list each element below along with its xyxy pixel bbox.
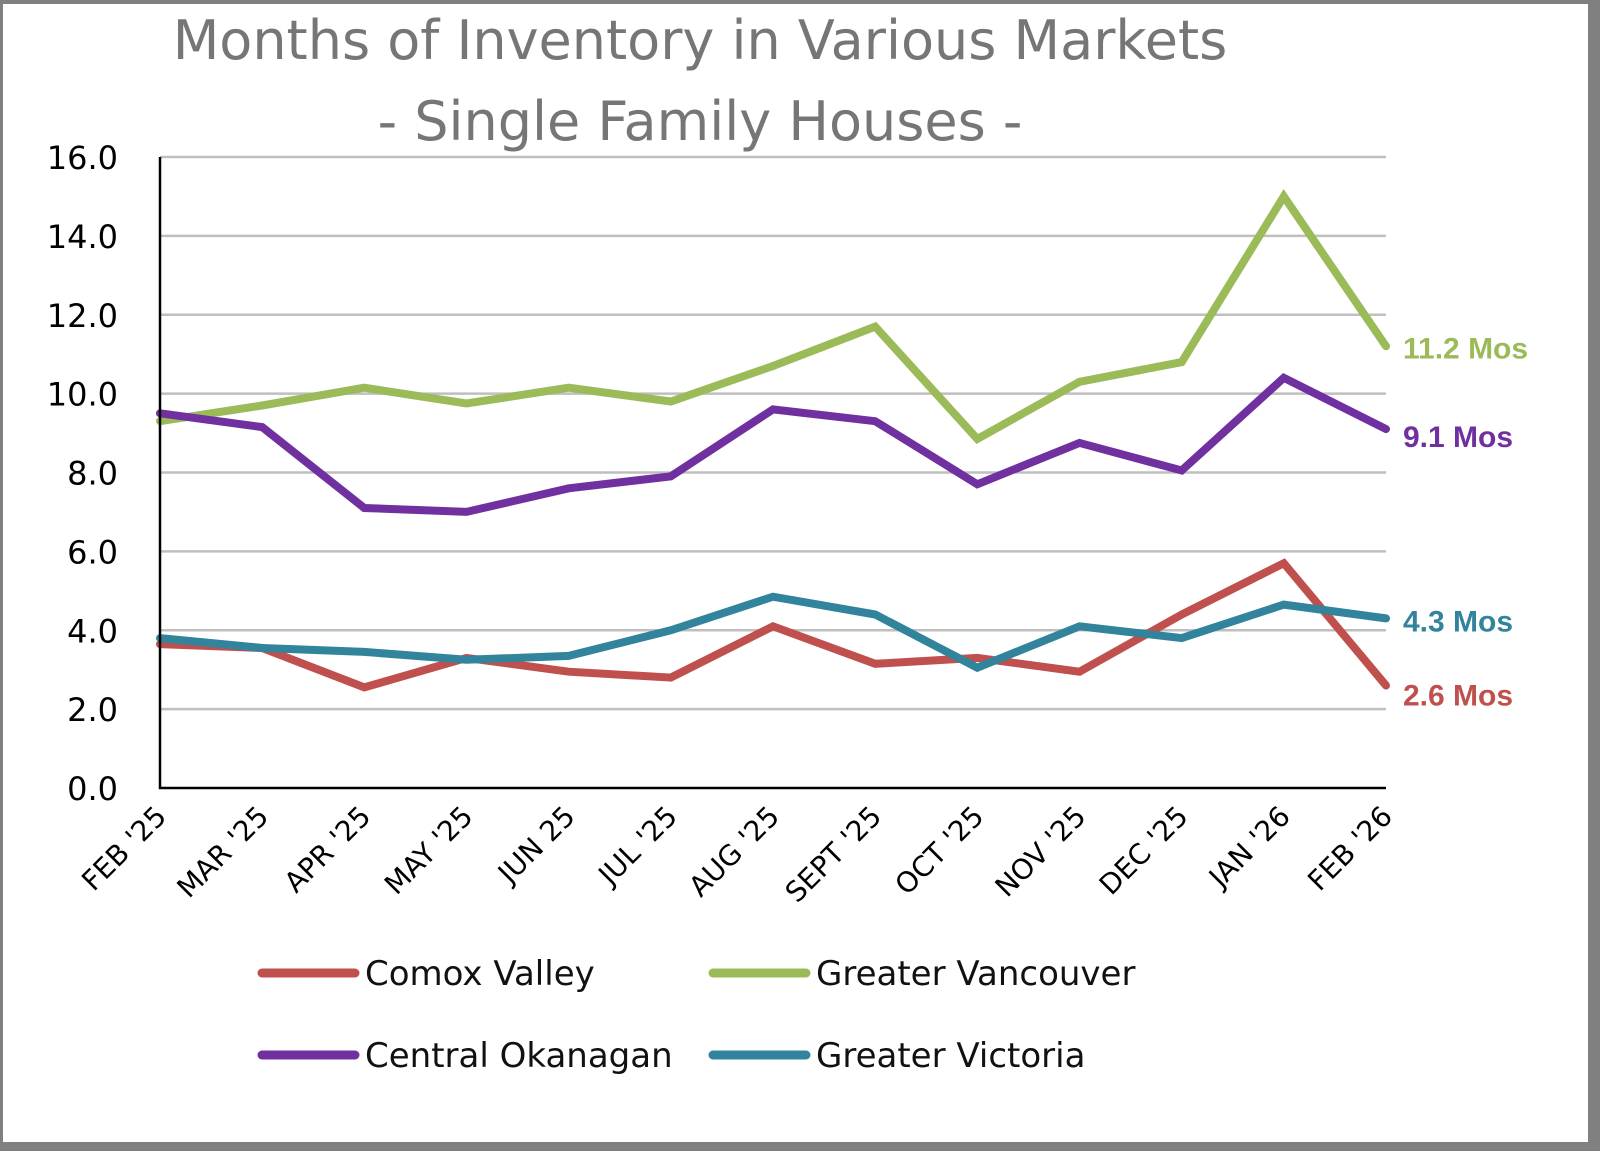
y-tick-label: 12.0	[47, 297, 118, 335]
x-tick-label: NOV '25	[989, 800, 1093, 904]
x-tick-label: MAR '25	[170, 800, 275, 905]
x-tick-label: AUG '25	[682, 800, 786, 904]
legend-item-central-okanagan: Central Okanagan	[262, 1036, 673, 1076]
y-tick-label: 14.0	[47, 218, 118, 256]
y-tick-label: 8.0	[67, 455, 118, 493]
x-tick-label: MAY '25	[378, 800, 479, 901]
end-labels: 2.6 Mos 11.2 Mos 9.1 Mos 4.3 Mos	[1403, 332, 1528, 712]
x-tick-label: FEB '26	[1301, 800, 1399, 898]
end-value-label: 4.3 Mos	[1403, 605, 1513, 638]
x-tick-label: JUN 25	[490, 800, 581, 891]
legend-label: Comox Valley	[365, 954, 595, 994]
x-tick-label: FEB '25	[75, 800, 173, 898]
legend-item-comox-valley: Comox Valley	[262, 954, 595, 994]
legend-label: Central Okanagan	[365, 1036, 673, 1076]
x-tick-label: JUL '25	[591, 800, 684, 893]
y-tick-label: 10.0	[47, 376, 118, 414]
x-tick-label: DEC '25	[1093, 800, 1195, 902]
end-value-label: 2.6 Mos	[1403, 679, 1513, 712]
legend: Comox Valley Greater Vancouver Central Oka…	[262, 954, 1135, 1076]
y-tick-label: 0.0	[67, 770, 118, 808]
y-tick-label: 16.0	[47, 139, 118, 177]
y-axis-ticks: 0.0 2.0 4.0 6.0 8.0 10.0 12.0 14.0 16.0	[47, 139, 118, 808]
y-tick-label: 6.0	[67, 533, 118, 571]
y-tick-label: 2.0	[67, 691, 118, 729]
x-tick-label: SEPT '25	[779, 800, 888, 909]
chart-title: Months of Inventory in Various Markets	[173, 9, 1228, 72]
end-value-label: 11.2 Mos	[1403, 332, 1528, 365]
series-lines	[160, 196, 1386, 687]
y-tick-label: 4.0	[67, 612, 118, 650]
series-line-greater-vancouver	[160, 196, 1386, 439]
chart-subtitle: - Single Family Houses -	[378, 90, 1023, 153]
x-tick-label: OCT '25	[889, 800, 991, 902]
legend-item-greater-vancouver: Greater Vancouver	[713, 954, 1135, 994]
series-line-comox-valley	[160, 563, 1386, 687]
line-chart: Months of Inventory in Various Markets -…	[3, 4, 1600, 1151]
x-tick-label: APR '25	[278, 800, 378, 900]
end-value-label: 9.1 Mos	[1403, 421, 1513, 454]
chart-frame: Months of Inventory in Various Markets -…	[3, 4, 1588, 1142]
x-tick-label: JAN '26	[1201, 800, 1297, 896]
legend-label: Greater Victoria	[816, 1036, 1085, 1076]
legend-label: Greater Vancouver	[816, 954, 1135, 994]
legend-item-greater-victoria: Greater Victoria	[713, 1036, 1085, 1076]
series-line-central-okanagan	[160, 378, 1386, 512]
